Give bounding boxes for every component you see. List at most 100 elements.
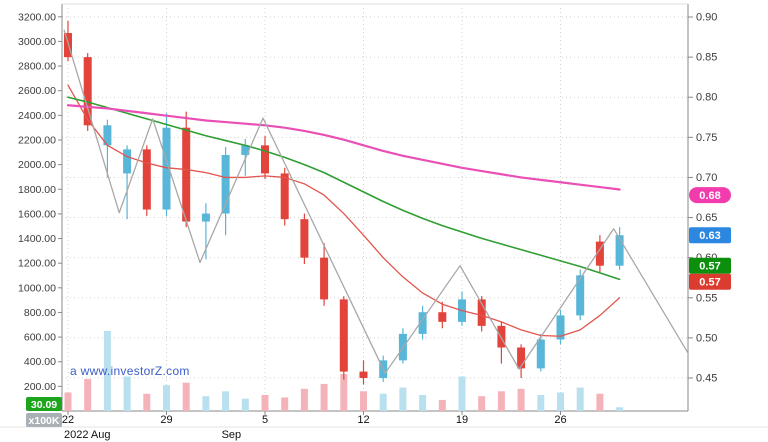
volume-bar [537, 394, 545, 411]
volume-bars [64, 330, 624, 411]
price-tick-label: 0.65 [696, 212, 717, 224]
price-badge [689, 227, 731, 244]
ma-mid-line [67, 96, 621, 281]
price-badges: 0.68 0.63 0.57 0.57 [689, 187, 731, 290]
volume-bar [596, 393, 604, 411]
week-label: 22 [62, 414, 74, 426]
week-label: 26 [554, 414, 566, 426]
price-badge-label: 0.68 [699, 190, 720, 202]
price-tick-label: 0.85 [696, 52, 717, 64]
week-label: 19 [456, 414, 468, 426]
volume-value-label: 30.09 [31, 399, 57, 411]
volume-bar [517, 388, 525, 411]
candle-body [418, 312, 427, 334]
week-label: 29 [160, 414, 172, 426]
volume-bar [497, 391, 505, 411]
price-tick-label: 0.50 [696, 332, 717, 344]
price-badge [689, 257, 731, 274]
volume-tick-label: 2800.00 [18, 61, 56, 73]
price-badge [689, 273, 731, 290]
price-badge-label: 0.63 [699, 230, 720, 242]
candle-body [142, 149, 151, 210]
ma-fast-line [67, 84, 621, 337]
volume-bar [458, 376, 466, 411]
price-tick-label: 0.75 [696, 132, 717, 144]
candles [64, 21, 624, 385]
volume-bar [202, 396, 210, 411]
candle-body [595, 241, 604, 266]
volume-bar [438, 399, 446, 411]
x-axis-labels: 22 29 5 12 19 26 2022 Aug Sep [62, 411, 567, 441]
price-badge-label: 0.57 [699, 277, 720, 289]
volume-tick-label: 1000.00 [18, 282, 56, 294]
volume-bar [163, 385, 170, 411]
volume-tick-label: 1800.00 [18, 184, 56, 196]
volume-tick-label: 200.00 [24, 381, 56, 393]
volume-bar [557, 392, 564, 411]
candle-body [201, 213, 210, 222]
price-tick-label: 0.55 [696, 292, 717, 304]
volume-badges: 30.09 x100K [26, 397, 62, 427]
volume-value-badge [26, 397, 62, 411]
volume-bar [241, 398, 249, 411]
week-label: 12 [357, 414, 369, 426]
volume-bar [261, 394, 269, 411]
week-label: 5 [262, 414, 268, 426]
ma-slow-line [66, 104, 621, 191]
volume-bar [123, 376, 131, 411]
candle-body [517, 347, 526, 369]
candle-body [615, 235, 624, 266]
volume-tick-label: 2400.00 [18, 110, 56, 122]
volume-bar [64, 392, 72, 411]
volume-tick-label: 3200.00 [18, 11, 56, 23]
volume-bar [320, 383, 328, 411]
candle-body [477, 299, 486, 326]
candle-body [320, 257, 329, 300]
candle-body [83, 57, 92, 126]
volume-bar [478, 396, 486, 411]
zigzag-line [63, 29, 690, 374]
month-label: Sep [222, 429, 242, 441]
volume-bar [143, 393, 151, 411]
volume-tick-label: 3000.00 [18, 36, 56, 48]
volume-tick-label: 2200.00 [18, 134, 56, 146]
volume-bar [399, 387, 407, 411]
volume-tick-label: 1600.00 [18, 208, 56, 220]
candle-body [438, 312, 447, 322]
volume-tick-label: 2600.00 [18, 85, 56, 97]
candle-body [576, 275, 585, 316]
volume-bar [360, 391, 367, 411]
price-badge-label: 0.57 [699, 261, 720, 273]
candle-body [300, 219, 309, 258]
volume-unit-badge [26, 413, 62, 427]
candle-body [280, 173, 289, 220]
volume-bar [84, 378, 92, 411]
candle-body [536, 339, 545, 369]
month-label: 2022 Aug [64, 429, 111, 441]
volume-bar [222, 391, 230, 411]
volume-bar [576, 387, 584, 411]
price-tick-label: 0.70 [696, 172, 717, 184]
price-tick-label: 0.45 [696, 373, 717, 385]
volume-axis-labels: 3200.00 3000.00 2800.00 2600.00 2400.00 2200.… [18, 11, 62, 393]
candle-body [359, 371, 368, 378]
price-tick-label: 0.90 [696, 12, 717, 24]
volume-bar [300, 388, 308, 411]
volume-tick-label: 2000.00 [18, 159, 56, 171]
volume-tick-label: 600.00 [24, 332, 56, 344]
volume-tick-label: 800.00 [24, 307, 56, 319]
candle-body [556, 315, 565, 340]
volume-unit-label: x100K [29, 415, 60, 427]
candle-body [123, 149, 132, 174]
volume-tick-label: 1400.00 [18, 233, 56, 245]
price-tick-label: 0.80 [696, 92, 717, 104]
volume-bar [379, 393, 387, 411]
price-badge [689, 187, 731, 204]
volume-bar [340, 374, 348, 411]
candle-body [261, 145, 269, 174]
candle-body [339, 299, 348, 372]
volume-tick-label: 1200.00 [18, 258, 56, 270]
candle-body [497, 325, 506, 348]
